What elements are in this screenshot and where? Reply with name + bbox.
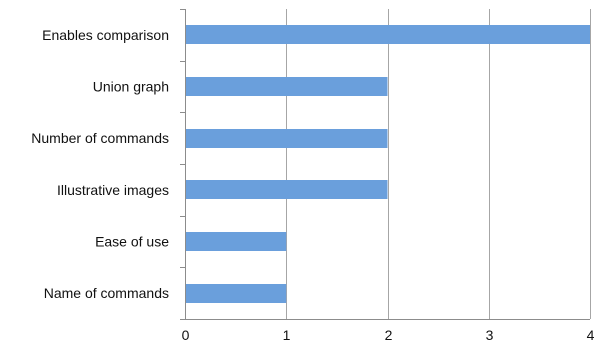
x-tick-label: 0 <box>182 327 190 343</box>
grid-layer <box>286 9 591 319</box>
x-tick-label: 1 <box>283 327 291 343</box>
x-tick-label: 4 <box>587 327 595 343</box>
category-label: Illustrative images <box>57 182 169 198</box>
category-label: Name of commands <box>44 285 169 301</box>
x-tick-label: 3 <box>486 327 494 343</box>
x-tick-label: 2 <box>385 327 393 343</box>
bar-illustrative-images <box>186 180 388 199</box>
category-label: Union graph <box>93 79 169 95</box>
category-label: Ease of use <box>95 234 169 250</box>
bar-layer <box>186 25 590 303</box>
axis-layer <box>180 9 590 320</box>
bar-name-of-commands <box>186 284 287 303</box>
category-label: Number of commands <box>31 130 169 146</box>
label-layer: 0 1 2 3 4 Enables comparison Union graph Number… <box>31 27 594 343</box>
bar-ease-of-use <box>186 232 287 251</box>
bar-union-graph <box>186 77 388 96</box>
bar-number-of-commands <box>186 129 388 148</box>
category-label: Enables comparison <box>42 27 169 43</box>
bar-enables-comparison <box>186 25 590 44</box>
